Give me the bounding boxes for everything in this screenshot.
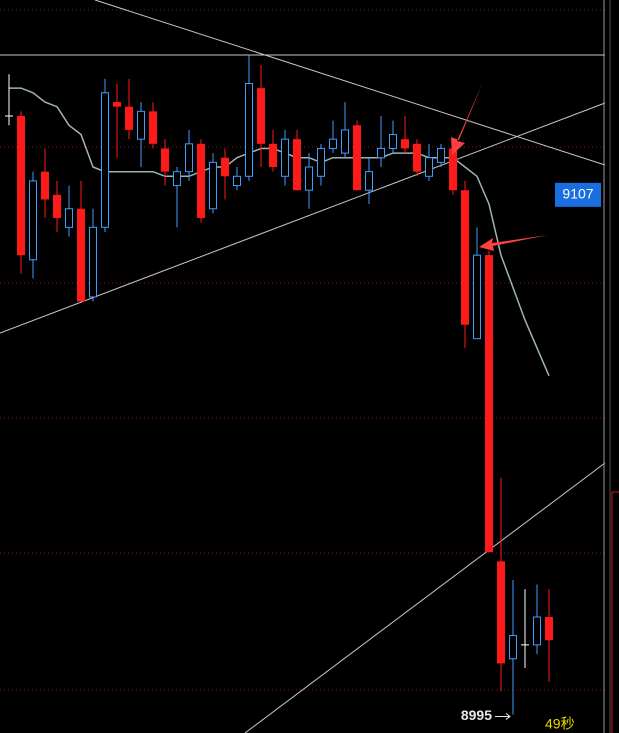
moving-average	[9, 87, 550, 377]
candle-body	[365, 171, 373, 191]
price-marker: 9107	[562, 186, 593, 202]
candle-body	[281, 138, 289, 177]
candle-body	[449, 148, 457, 191]
candle-body	[473, 254, 481, 340]
candle-body	[185, 143, 193, 173]
trend-line	[0, 102, 606, 334]
trend-line	[244, 462, 606, 733]
candle-body	[149, 111, 157, 144]
candle-body	[353, 125, 361, 191]
candle-body	[113, 102, 121, 107]
candle-body	[65, 208, 73, 228]
side-marker	[611, 491, 619, 733]
price-marker-box	[555, 182, 601, 207]
candle-body	[269, 143, 277, 168]
candle-body	[29, 180, 37, 261]
candle-body	[125, 106, 133, 130]
low-marker: 8995	[461, 707, 492, 723]
candle-body	[497, 561, 505, 664]
arrow	[451, 82, 483, 155]
candle-body	[221, 157, 229, 177]
candle-body	[53, 194, 61, 219]
arrows	[451, 82, 548, 251]
candle-body	[89, 226, 97, 298]
candle-body	[533, 616, 541, 646]
candle-body	[437, 147, 445, 163]
plot	[5, 55, 553, 715]
candle-body	[425, 157, 433, 177]
candle-body	[377, 147, 385, 159]
grid	[0, 9, 605, 691]
candle-body	[317, 147, 325, 177]
candle-body	[77, 208, 85, 302]
candle-body	[161, 148, 169, 172]
candle-body	[233, 175, 241, 187]
trend-line	[94, 0, 606, 166]
candle-body	[509, 635, 517, 660]
candle-body	[305, 166, 313, 191]
candle-body	[329, 138, 337, 149]
candle-body	[137, 110, 145, 140]
candle-body	[461, 190, 469, 325]
low-arrow	[495, 713, 511, 720]
candle-body	[293, 139, 301, 191]
candle-body	[341, 129, 349, 154]
candle-body	[197, 143, 205, 219]
candle-body	[545, 617, 553, 641]
arrow	[479, 235, 548, 251]
countdown: 49秒	[545, 716, 575, 732]
candle-body	[209, 161, 217, 210]
candle-body	[257, 88, 265, 144]
candle-body	[401, 139, 409, 149]
candle-body	[485, 255, 493, 553]
candle-body	[245, 83, 253, 177]
candle-body	[173, 171, 181, 187]
candle-body	[17, 115, 25, 256]
candle-body	[101, 92, 109, 228]
candle-body	[413, 143, 421, 172]
candle-body	[41, 171, 49, 200]
candle-body	[389, 134, 397, 149]
